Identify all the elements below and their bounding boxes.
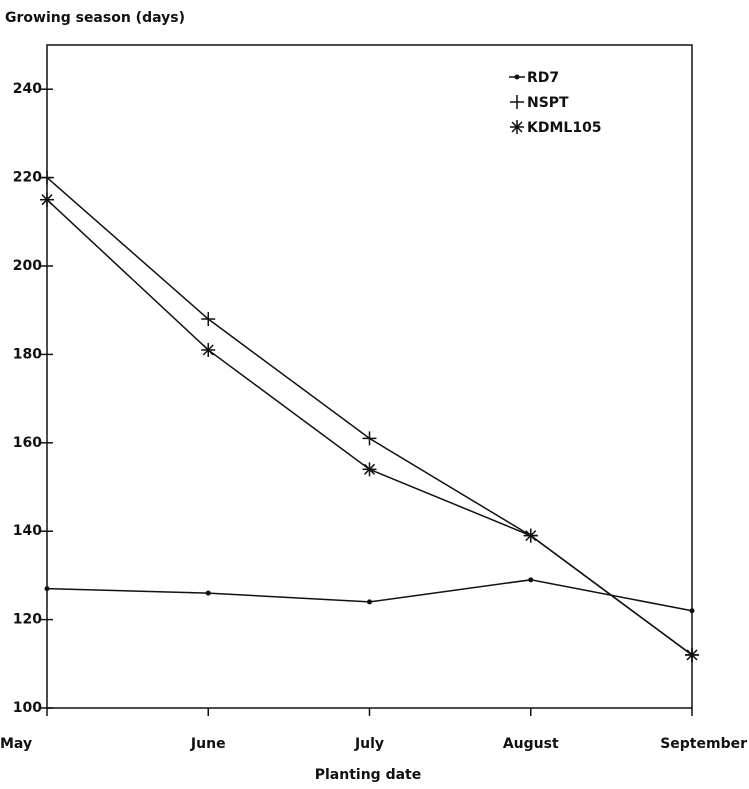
x-tick-label: July [354, 736, 384, 752]
marker-dot [528, 577, 533, 582]
x-axis-label: Planting date [315, 767, 421, 783]
marker [685, 648, 699, 662]
y-tick-label: 120 [13, 612, 42, 628]
marker-dot [206, 591, 211, 596]
page: {"chart_data": {"type": "line", "y_label… [0, 0, 749, 789]
marker-dot [45, 586, 50, 591]
y-tick-label: 160 [13, 435, 42, 451]
marker [206, 591, 211, 596]
marker-dot [367, 599, 372, 604]
series-line [47, 200, 692, 655]
y-tick-label: 140 [13, 523, 42, 539]
legend-label: KDML105 [527, 120, 602, 136]
y-tick-label: 220 [13, 170, 42, 186]
plot-frame [47, 45, 692, 708]
marker [363, 431, 377, 445]
chart: Growing season (days) Planting date 100 1… [0, 0, 749, 789]
marker [690, 608, 695, 613]
legend-label: NSPT [527, 95, 569, 111]
marker [363, 462, 377, 476]
marker [528, 577, 533, 582]
marker-dot [690, 608, 695, 613]
y-tick-label: 180 [13, 346, 42, 362]
x-tick-label: June [190, 736, 226, 752]
x-tick-label: September [660, 736, 747, 752]
legend-label: RD7 [527, 70, 559, 86]
marker [367, 599, 372, 604]
x-tick-label: August [503, 736, 559, 752]
y-tick-label: 100 [13, 700, 42, 716]
y-tick-label: 240 [13, 81, 42, 97]
x-tick-label: May [0, 736, 32, 752]
y-tick-label: 200 [13, 258, 42, 274]
legend-marker [510, 95, 524, 109]
marker [45, 586, 50, 591]
series-line [47, 580, 692, 611]
marker [40, 193, 54, 207]
legend-marker [510, 120, 524, 134]
y-axis-label: Growing season (days) [5, 10, 185, 26]
marker [524, 529, 538, 543]
marker [201, 343, 215, 357]
